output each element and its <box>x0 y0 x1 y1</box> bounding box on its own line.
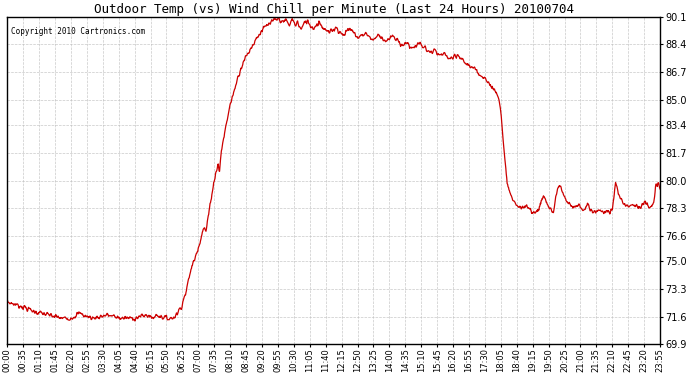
Title: Outdoor Temp (vs) Wind Chill per Minute (Last 24 Hours) 20100704: Outdoor Temp (vs) Wind Chill per Minute … <box>94 3 573 16</box>
Text: Copyright 2010 Cartronics.com: Copyright 2010 Cartronics.com <box>10 27 145 36</box>
